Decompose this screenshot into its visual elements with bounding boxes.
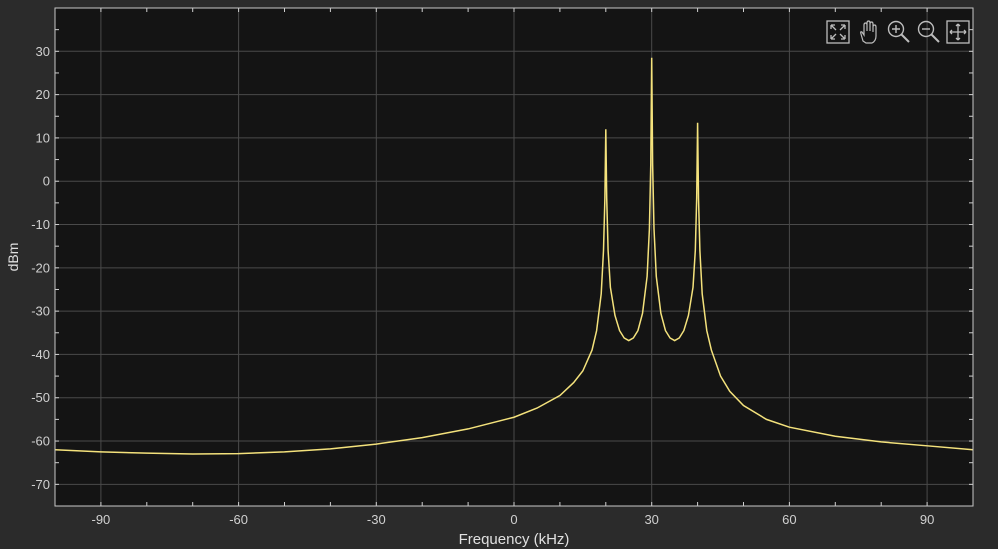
y-tick-label: 20	[36, 87, 50, 102]
x-tick-label: -30	[367, 512, 386, 527]
tick-labels: -90 -60 -30 0 30 60 90 -70 -60 -50 -40 -30 -20 -10 0 10…	[31, 44, 934, 527]
y-tick-label: 0	[43, 174, 50, 189]
y-tick-label: 30	[36, 44, 50, 59]
y-tick-label: -60	[31, 434, 50, 449]
x-axis-label: Frequency (kHz)	[458, 531, 570, 548]
x-tick-label: 0	[510, 512, 517, 527]
restore-view-button[interactable]	[943, 17, 973, 47]
spectrum-line	[54, 57, 974, 455]
x-tick-label: 30	[644, 512, 658, 527]
zoom-out-button[interactable]	[913, 17, 943, 47]
y-tick-label: -50	[31, 390, 50, 405]
y-axis-label: dBm	[5, 242, 21, 272]
zoom-in-button[interactable]	[883, 17, 913, 47]
pan-button[interactable]	[853, 17, 883, 47]
grid-lines	[55, 8, 973, 506]
y-tick-label: -20	[31, 260, 50, 275]
zoom-out-icon	[917, 20, 940, 43]
x-tick-label: 60	[782, 512, 796, 527]
axis-ticks	[54, 8, 974, 506]
autoscale-icon	[826, 20, 850, 44]
y-tick-label: 10	[36, 130, 50, 145]
plot-toolbar	[823, 17, 973, 47]
y-tick-label: -70	[31, 477, 50, 492]
y-tick-label: -40	[31, 347, 50, 362]
autoscale-button[interactable]	[823, 17, 853, 47]
x-tick-label: 90	[920, 512, 934, 527]
x-tick-label: -60	[229, 512, 248, 527]
y-tick-label: -30	[31, 304, 50, 319]
zoom-in-icon	[887, 20, 910, 43]
restore-view-icon	[946, 20, 970, 44]
pan-hand-icon	[860, 20, 877, 44]
plot-frame	[54, 7, 974, 507]
x-tick-label: -90	[92, 512, 111, 527]
y-tick-label: -10	[31, 217, 50, 232]
